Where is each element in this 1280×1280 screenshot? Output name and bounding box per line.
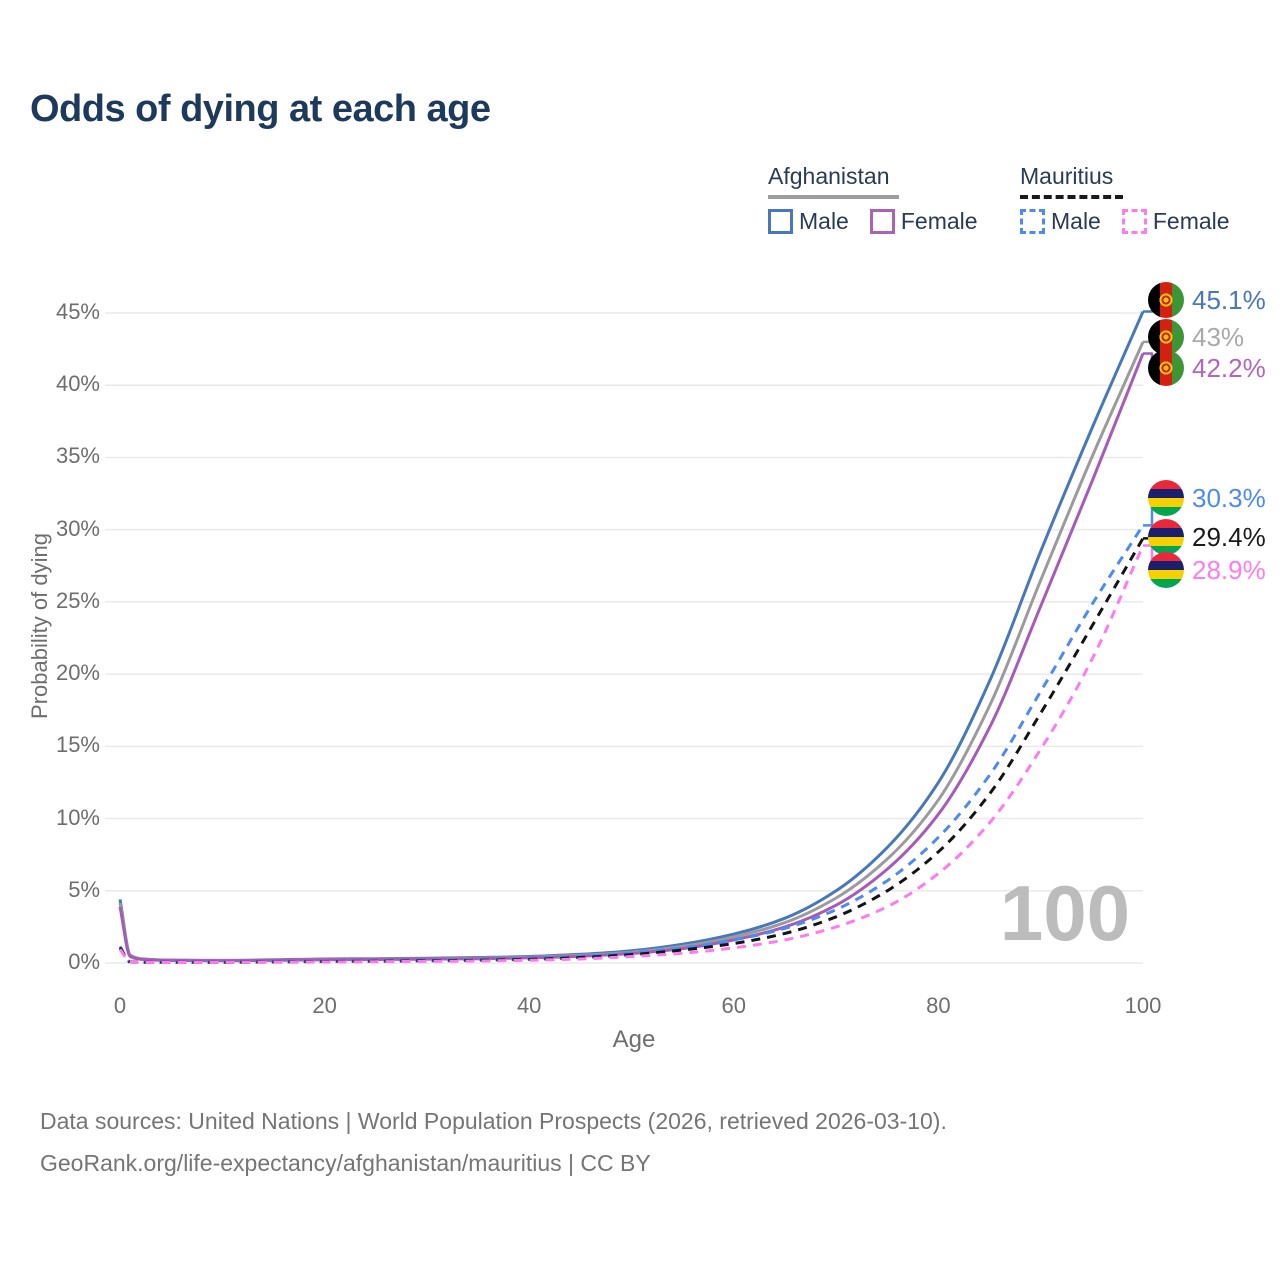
y-tick-label: 5% — [68, 876, 100, 902]
end-label-afghanistan-female: 42.2% — [1148, 350, 1266, 386]
y-tick-label: 40% — [55, 371, 100, 397]
source-url-text[interactable]: GeoRank.org/life-expectancy/afghanistan/… — [40, 1150, 651, 1176]
end-value: 29.4% — [1192, 521, 1266, 552]
end-value: 42.2% — [1192, 352, 1266, 383]
legend-items-afghanistan: Male Female — [768, 208, 978, 235]
x-tick-label: 40 — [516, 993, 542, 1018]
x-axis-title: Age — [612, 1026, 656, 1053]
legend-checkbox-afghanistan-male[interactable] — [768, 209, 793, 234]
end-label-afghanistan-both: 43% — [1148, 319, 1244, 355]
end-value: 43% — [1192, 321, 1245, 352]
y-axis-title: Probability of dying — [27, 533, 52, 719]
legend-group-mauritius: Mauritius Male Female — [1020, 163, 1230, 235]
hover-age-indicator: 100 — [999, 869, 1130, 957]
afghanistan-flag-icon — [1148, 350, 1184, 386]
y-tick-label: 45% — [55, 299, 100, 324]
x-tick-label: 0 — [113, 993, 127, 1018]
x-tick-label: 100 — [1124, 993, 1162, 1018]
y-tick-label: 0% — [68, 949, 100, 974]
afghanistan-flag-icon — [1148, 282, 1184, 318]
legend-label-afghanistan-female: Female — [900, 208, 978, 234]
data-sources-text: Data sources: United Nations | World Pop… — [40, 1108, 947, 1134]
series-line-afghanistan-both-sexes[interactable] — [118, 341, 1145, 963]
series-line-afghanistan-male[interactable] — [118, 311, 1145, 962]
series-line-mauritius-female[interactable] — [118, 544, 1145, 964]
end-label-mauritius-male: 30.3% — [1148, 480, 1266, 516]
end-label-mauritius-female: 28.9% — [1148, 552, 1266, 588]
legend-checkbox-mauritius-male[interactable] — [1020, 209, 1045, 234]
end-value: 28.9% — [1192, 554, 1266, 585]
series-line-mauritius-male[interactable] — [118, 524, 1145, 964]
legend-group-afghanistan: Afghanistan Male Female — [768, 163, 978, 235]
y-tick-label: 30% — [55, 515, 100, 541]
mauritius-flag-icon — [1148, 480, 1184, 516]
page-title: Odds of dying at each age — [30, 88, 491, 130]
mauritius-flag-icon — [1148, 552, 1184, 588]
legend-label-mauritius-male: Male — [1051, 208, 1101, 234]
x-tick-label: 80 — [926, 993, 951, 1018]
end-value: 45.1% — [1192, 284, 1266, 315]
y-tick-label: 35% — [55, 443, 100, 469]
legend-country-mauritius: Mauritius — [1020, 163, 1124, 199]
x-tick-label: 60 — [721, 993, 747, 1018]
legend-label-afghanistan-male: Male — [799, 208, 849, 234]
y-tick-label: 20% — [55, 660, 100, 686]
end-label-mauritius-both: 29.4% — [1148, 519, 1266, 555]
legend-label-mauritius-female: Female — [1152, 208, 1230, 234]
legend-country-afghanistan: Afghanistan — [768, 163, 900, 199]
legend-checkbox-mauritius-female[interactable] — [1121, 209, 1147, 234]
mauritius-flag-icon — [1148, 519, 1184, 555]
y-tick-label: 15% — [55, 732, 100, 758]
legend-items-mauritius: Male Female — [1020, 208, 1230, 235]
y-tick-label: 10% — [55, 804, 100, 830]
x-tick-label: 20 — [312, 993, 337, 1018]
legend-checkbox-afghanistan-female[interactable] — [869, 209, 895, 234]
y-tick-label: 25% — [55, 587, 100, 613]
end-value: 30.3% — [1192, 482, 1266, 513]
end-label-afghanistan-male: 45.1% — [1148, 282, 1266, 318]
afghanistan-flag-icon — [1148, 319, 1184, 355]
series-line-afghanistan-female[interactable] — [118, 352, 1145, 963]
